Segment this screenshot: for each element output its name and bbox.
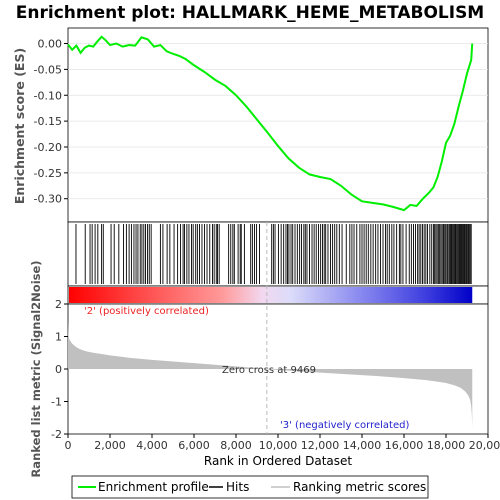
metric-x-tick-label: 6,000 [178, 439, 210, 452]
metric-panel: 2 1 0 -1 -2 0 2,000 4,000 6,000 8,000 10,000 12,00… [51, 222, 500, 452]
positive-correlation-label: '2' (positively correlated) [84, 306, 209, 317]
es-y-tick-label: 0.00 [38, 38, 63, 51]
metric-x-ticks: 0 2,000 4,000 6,000 8,000 10,000 12,000 14,000 1… [65, 434, 500, 452]
zero-cross-label: Zero cross at 9469 [222, 365, 316, 376]
metric-x-tick-label: 2,000 [94, 439, 126, 452]
metric-x-tick-label: 14,000 [343, 439, 382, 452]
metric-y-tick-label: 2 [55, 298, 62, 311]
rank-gradient-panel [67, 285, 489, 305]
metric-x-tick-label: 16,000 [385, 439, 424, 452]
es-y-tick-label: -0.15 [34, 115, 62, 128]
x-axis-label: Rank in Ordered Dataset [204, 454, 352, 468]
legend-hits-label: Hits [226, 480, 249, 494]
negative-correlation-label: '3' (negatively correlated) [280, 420, 409, 431]
ranking-metric-area [68, 320, 473, 428]
es-y-tick-label: -0.10 [34, 89, 62, 102]
metric-x-tick-label: 4,000 [136, 439, 168, 452]
chart-title: Enrichment plot: HALLMARK_HEME_METABOLIS… [16, 3, 484, 23]
metric-y-ticks: 2 1 0 -1 -2 [51, 298, 68, 441]
es-y-tick-label: -0.25 [34, 167, 62, 180]
metric-x-tick-label: 8,000 [220, 439, 252, 452]
legend-box [71, 475, 429, 499]
es-y-tick-label: -0.20 [34, 141, 62, 154]
metric-y-tick-label: -2 [51, 428, 62, 441]
es-y-tick-label: -0.30 [34, 193, 62, 206]
es-y-ticks: 0.00 -0.05 -0.10 -0.15 -0.20 -0.25 -0.30 [34, 38, 68, 206]
metric-x-tick-label: 18,000 [427, 439, 466, 452]
es-panel-frame [67, 27, 489, 223]
metric-x-tick-label: 10,000 [259, 439, 298, 452]
metric-x-tick-label: 0 [65, 439, 72, 452]
metric-y-tick-label: 0 [55, 363, 62, 376]
es-y-tick-label: -0.05 [34, 63, 62, 76]
metric-x-tick-label: 20,000 [469, 439, 500, 452]
rank-color-gradient [69, 287, 473, 303]
hits-marks [75, 224, 472, 284]
enrichment-profile-line [67, 35, 474, 212]
es-y-axis-label: Enrichment score (ES) [12, 48, 27, 204]
es-panel: 0.00 -0.05 -0.10 -0.15 -0.20 -0.25 -0.30 [34, 27, 489, 223]
legend-ranking-label: Ranking metric scores [293, 480, 426, 494]
hits-panel [67, 221, 489, 287]
legend-enrichment-label: Enrichment profile [98, 480, 209, 494]
metric-x-tick-label: 12,000 [301, 439, 340, 452]
metric-y-axis-label: Ranked list metric (Signal2Noise) [29, 260, 43, 477]
legend: Enrichment profile Hits Ranking metric s… [71, 475, 429, 499]
metric-y-tick-label: 1 [55, 331, 62, 344]
metric-y-tick-label: -1 [51, 396, 62, 409]
